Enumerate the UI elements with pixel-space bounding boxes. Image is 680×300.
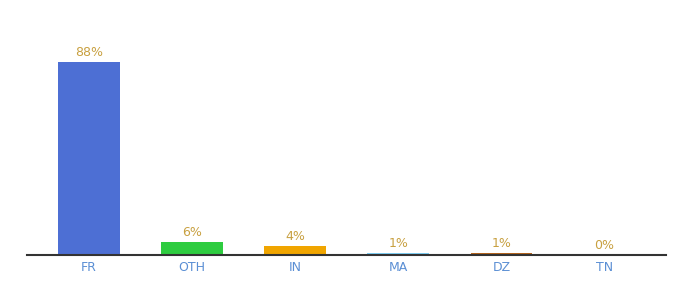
Text: 6%: 6%: [182, 226, 202, 238]
Text: 1%: 1%: [492, 236, 511, 250]
Text: 0%: 0%: [594, 239, 615, 252]
Text: 88%: 88%: [75, 46, 103, 59]
Bar: [265, 246, 326, 255]
Bar: [58, 62, 120, 255]
Bar: [161, 242, 223, 255]
Bar: [471, 253, 532, 255]
Text: 1%: 1%: [388, 236, 408, 250]
Bar: [367, 253, 429, 255]
Text: 4%: 4%: [286, 230, 305, 243]
